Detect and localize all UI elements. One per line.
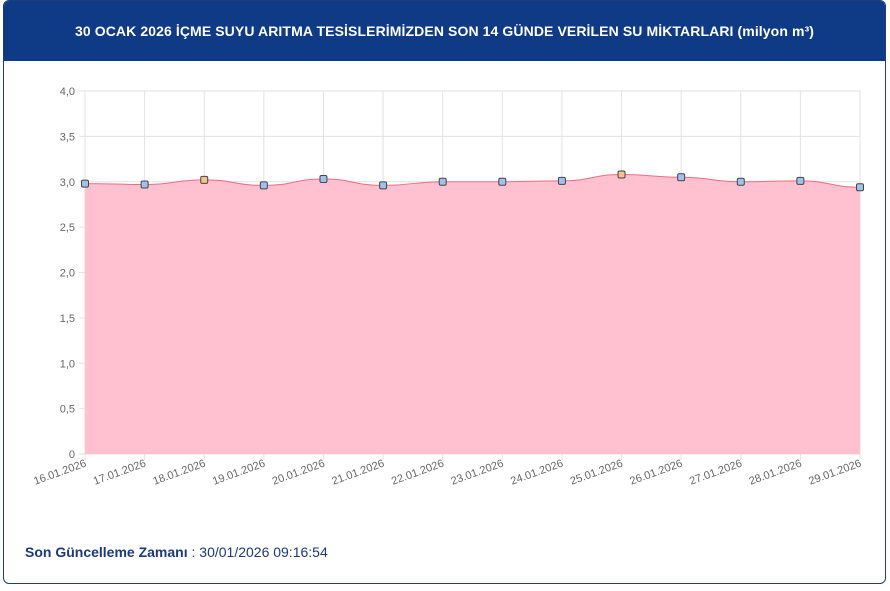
- chart-title: 30 OCAK 2026 İÇME SUYU ARITMA TESİSLERİM…: [4, 1, 885, 61]
- y-tick-label: 2,0: [60, 268, 75, 280]
- series-line: [84, 173, 861, 188]
- x-tick-label: 20.01.2026: [271, 458, 327, 488]
- y-tick-label: 2,5: [60, 222, 75, 234]
- x-tick-label: 22.01.2026: [390, 458, 446, 488]
- data-point: [557, 176, 566, 185]
- data-point: [140, 180, 149, 189]
- y-tick-label: 0,5: [60, 404, 75, 416]
- data-point: [438, 177, 447, 186]
- x-tick-label: 27.01.2026: [688, 458, 744, 488]
- x-tick-label: 21.01.2026: [330, 458, 386, 488]
- chart-area: 0 0,5 1,0 1,5 2,0 2,5 3,0 3,5 4,0 16.01.2026 17.0…: [4, 61, 885, 531]
- y-axis-ticks: 0 0,5 1,0 1,5 2,0 2,5 3,0 3,5 4,0: [60, 86, 75, 461]
- area-chart: 0 0,5 1,0 1,5 2,0 2,5 3,0 3,5 4,0 16.01.2026 17.0…: [32, 86, 864, 488]
- y-tick-label: 1,5: [60, 313, 75, 325]
- x-tick-label: 28.01.2026: [748, 458, 804, 488]
- area-series: [84, 173, 861, 454]
- data-markers: [81, 170, 864, 192]
- data-point: [617, 170, 626, 179]
- data-point: [200, 175, 209, 184]
- data-point: [856, 183, 864, 192]
- x-tick-label: 16.01.2026: [32, 458, 88, 488]
- x-tick-label: 19.01.2026: [211, 458, 267, 488]
- data-point: [736, 177, 745, 186]
- data-point: [796, 176, 805, 185]
- y-tick-label: 4,0: [60, 86, 75, 98]
- last-updated-separator: :: [187, 544, 200, 560]
- x-tick-label: 24.01.2026: [509, 458, 565, 488]
- x-tick-label: 29.01.2026: [807, 458, 863, 488]
- x-tick-label: 26.01.2026: [628, 458, 684, 488]
- data-point: [677, 173, 686, 182]
- last-updated: Son Güncelleme Zamanı : 30/01/2026 09:16…: [25, 544, 328, 560]
- data-point: [319, 175, 328, 184]
- last-updated-label: Son Güncelleme Zamanı: [25, 544, 188, 560]
- x-tick-label: 17.01.2026: [92, 458, 148, 488]
- data-point: [498, 177, 507, 186]
- y-tick-label: 3,5: [60, 131, 75, 143]
- x-axis-ticks: 16.01.2026 17.01.2026 18.01.2026 19.01.2026…: [32, 458, 863, 488]
- last-updated-value: 30/01/2026 09:16:54: [199, 544, 328, 560]
- x-tick-label: 25.01.2026: [569, 458, 625, 488]
- data-point: [379, 181, 388, 190]
- y-tick-label: 0: [69, 449, 75, 461]
- y-tick-label: 3,0: [60, 177, 75, 189]
- chart-card: 30 OCAK 2026 İÇME SUYU ARITMA TESİSLERİM…: [3, 0, 886, 584]
- data-point: [81, 179, 89, 188]
- data-point: [259, 181, 268, 190]
- y-tick-label: 1,0: [60, 358, 75, 370]
- x-tick-label: 18.01.2026: [151, 458, 207, 488]
- x-tick-label: 23.01.2026: [449, 458, 505, 488]
- area-fill: [85, 174, 860, 454]
